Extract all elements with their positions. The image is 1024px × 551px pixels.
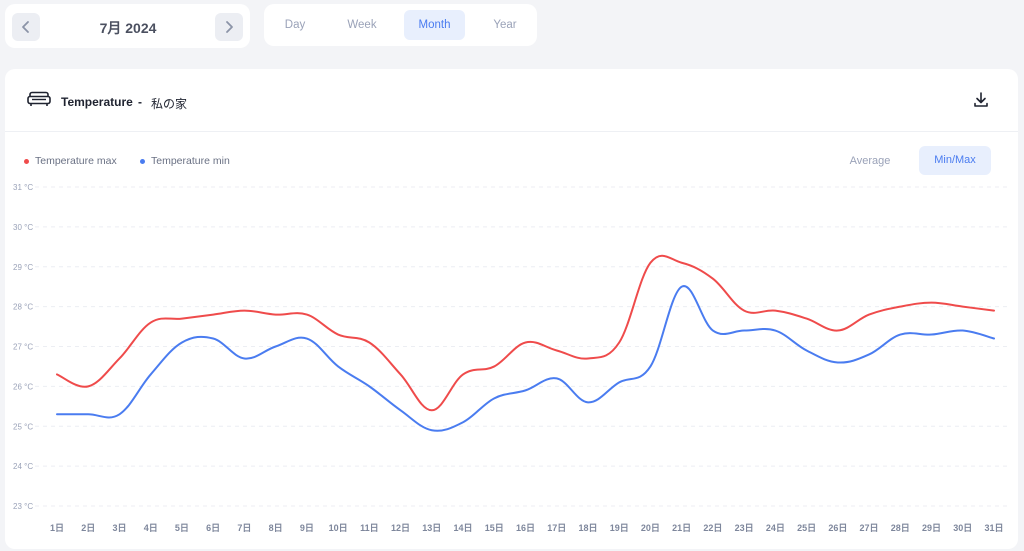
x-tick-label: 19日: [610, 523, 629, 533]
x-tick-label: 24日: [766, 523, 785, 533]
average-mode-button[interactable]: Average: [849, 155, 891, 167]
minmax-mode-button[interactable]: Min/Max: [919, 146, 991, 175]
x-tick-label: 22日: [703, 523, 722, 533]
x-tick-label: 20日: [641, 523, 660, 533]
x-tick-label: 26日: [828, 523, 847, 533]
y-tick-label: 31 °C: [13, 183, 33, 192]
card-title: Temperature: [61, 95, 133, 109]
series-line-max: [56, 254, 995, 412]
location-name: 私の家: [151, 97, 188, 111]
x-tick-label: 21日: [672, 523, 691, 533]
tab-week[interactable]: Week: [347, 19, 377, 31]
legend-label-max: Temperature max: [35, 155, 117, 167]
x-tick-label: 18日: [578, 523, 597, 533]
x-tick-label: 25日: [797, 523, 816, 533]
temperature-chart: 31 °C 30 °C 29 °C 28 °C 27 °C 26 °C 25 °C 24 °C…: [13, 183, 1010, 533]
y-tick-label: 28 °C: [13, 303, 33, 312]
x-tick-label: 8日: [269, 523, 283, 533]
sofa-icon: [27, 91, 51, 106]
tab-day[interactable]: Day: [284, 19, 306, 31]
previous-month-button[interactable]: [12, 13, 40, 41]
x-tick-label: 4日: [144, 523, 158, 533]
card-header: Temperature - 私の家: [5, 69, 1018, 132]
x-tick-label: 5日: [175, 523, 189, 533]
y-tick-label: 29 °C: [13, 263, 33, 272]
x-tick-label: 3日: [112, 523, 126, 533]
title-separator: -: [138, 95, 142, 109]
y-tick-label: 26 °C: [13, 382, 33, 391]
x-tick-label: 7日: [237, 523, 251, 533]
x-tick-label: 28日: [891, 523, 910, 533]
period-tabs: Day Week Month Year: [264, 4, 537, 46]
legend-dot-min: [140, 158, 145, 164]
date-navigator: 7月 2024: [5, 4, 250, 48]
x-tick-label: 13日: [422, 523, 441, 533]
x-tick-label: 16日: [516, 523, 535, 533]
x-tick-label: 30日: [953, 523, 972, 533]
current-month-label: 7月 2024: [99, 20, 157, 36]
x-tick-label: 14日: [454, 523, 473, 533]
tab-month[interactable]: Month: [404, 10, 465, 40]
x-tick-label: 31日: [984, 523, 1003, 533]
legend-item-min[interactable]: Temperature min: [140, 155, 230, 167]
download-icon[interactable]: [971, 90, 991, 110]
y-tick-label: 27 °C: [13, 343, 33, 352]
x-tick-label: 11日: [360, 523, 379, 533]
legend-item-max[interactable]: Temperature max: [24, 155, 117, 167]
x-tick-label: 1日: [50, 523, 64, 533]
legend-label-min: Temperature min: [151, 155, 230, 167]
x-tick-label: 27日: [860, 523, 879, 533]
chevron-left-icon: [22, 21, 29, 33]
x-tick-label: 12日: [391, 523, 410, 533]
x-tick-label: 2日: [81, 523, 95, 533]
y-tick-label: 30 °C: [13, 223, 33, 232]
series-line-min: [56, 285, 995, 432]
x-tick-label: 15日: [485, 523, 504, 533]
y-tick-label: 23 °C: [13, 502, 33, 511]
x-tick-label: 6日: [206, 523, 220, 533]
chevron-right-icon: [226, 21, 233, 33]
x-tick-label: 23日: [735, 523, 754, 533]
next-month-button[interactable]: [215, 13, 243, 41]
y-tick-label: 24 °C: [13, 462, 33, 471]
x-tick-label: 10日: [329, 523, 348, 533]
legend-dot-max: [24, 158, 29, 164]
x-tick-label: 9日: [300, 523, 314, 533]
temperature-card: Temperature - 私の家 Temperature max Temper…: [5, 69, 1018, 549]
tab-year[interactable]: Year: [493, 19, 517, 31]
x-tick-label: 17日: [547, 523, 566, 533]
x-tick-label: 29日: [922, 523, 941, 533]
y-tick-label: 25 °C: [13, 422, 33, 431]
